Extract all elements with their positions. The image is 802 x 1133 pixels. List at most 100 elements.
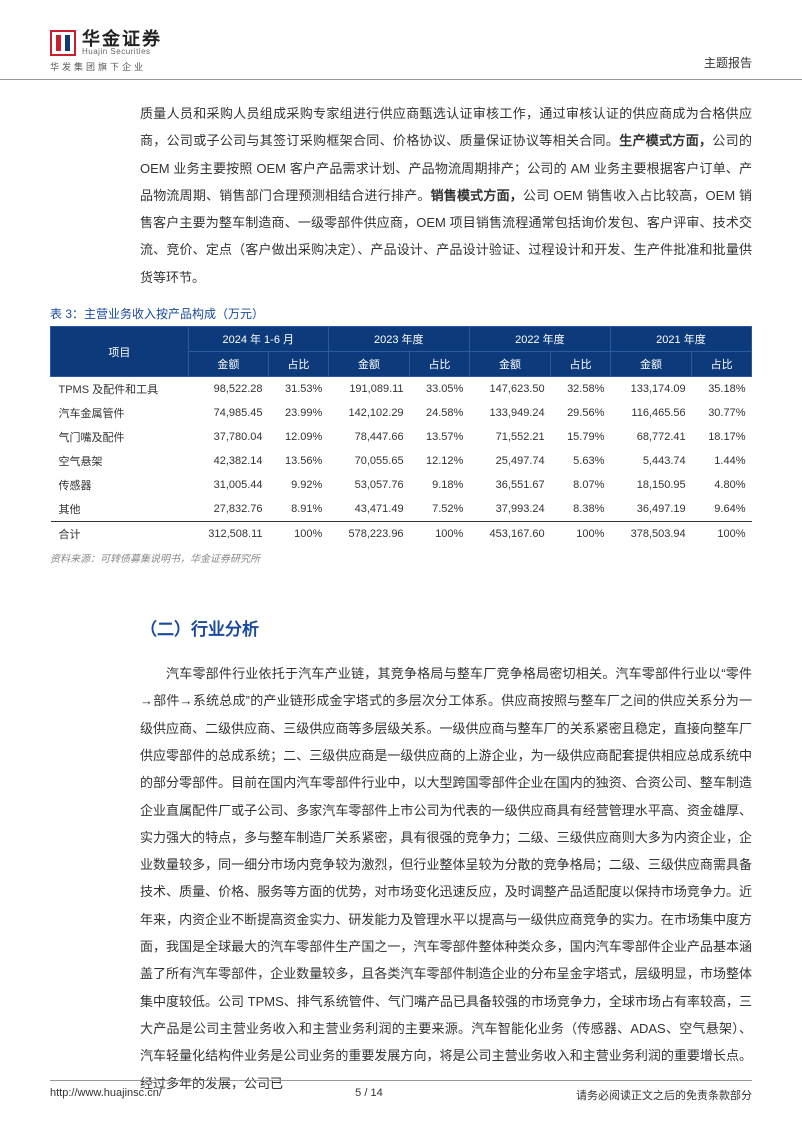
th-sub: 金额: [328, 352, 409, 377]
table-caption: 表 3：主营业务收入按产品构成（万元）: [50, 305, 752, 322]
th-sub: 金额: [188, 352, 268, 377]
body-content: 质量人员和采购人员组成采购专家组进行供应商甄选认证审核工作，通过审核认证的供应商…: [0, 80, 802, 1097]
footer-url[interactable]: http://www.huajinsc.cn/: [50, 1087, 162, 1103]
para1-b1: 生产模式方面，: [619, 133, 712, 148]
cell: 12.12%: [410, 449, 470, 473]
cell: 78,447.66: [328, 425, 409, 449]
cell: 27,832.76: [188, 497, 268, 522]
cell: 30.77%: [692, 401, 752, 425]
cell: 37,780.04: [188, 425, 268, 449]
table-row: 其他27,832.768.91%43,471.497.52%37,993.248…: [51, 497, 752, 522]
cell: 4.80%: [692, 473, 752, 497]
cell: 9.92%: [269, 473, 329, 497]
cell: 53,057.76: [328, 473, 409, 497]
revenue-table: 项目 2024 年 1-6 月 2023 年度 2022 年度 2021 年度 …: [50, 326, 752, 546]
cell: 98,522.28: [188, 377, 268, 402]
table-row: 汽车金属管件74,985.4523.99%142,102.2924.58%133…: [51, 401, 752, 425]
cell: 7.52%: [410, 497, 470, 522]
section-2-para: 汽车零部件行业依托于汽车产业链，其竞争格局与整车厂竞争格局密切相关。汽车零部件行…: [140, 660, 752, 1097]
cell: 29.56%: [551, 401, 611, 425]
cell: 142,102.29: [328, 401, 409, 425]
table-body: TPMS 及配件和工具98,522.2831.53%191,089.1133.0…: [51, 377, 752, 547]
cell: 13.57%: [410, 425, 470, 449]
logo-block: 华金证券 Huajin Securities 华发集团旗下企业: [50, 30, 162, 73]
th-sub: 占比: [269, 352, 329, 377]
cell: 15.79%: [551, 425, 611, 449]
cell: 9.64%: [692, 497, 752, 522]
cell: 8.38%: [551, 497, 611, 522]
cell: 578,223.96: [328, 522, 409, 547]
th-sub: 占比: [410, 352, 470, 377]
cell: 5.63%: [551, 449, 611, 473]
th-period-3: 2021 年度: [610, 327, 751, 352]
logo-icon: [50, 30, 76, 56]
row-label: 合计: [51, 522, 189, 547]
th-period-1: 2023 年度: [328, 327, 469, 352]
logo-en: Huajin Securities: [82, 48, 162, 56]
logo-text: 华金证券 Huajin Securities: [82, 30, 162, 56]
page-footer: http://www.huajinsc.cn/ 5 / 14 请务必阅读正文之后…: [50, 1080, 752, 1103]
cell: 74,985.45: [188, 401, 268, 425]
page-header: 华金证券 Huajin Securities 华发集团旗下企业 主题报告: [0, 0, 802, 80]
logo-row: 华金证券 Huajin Securities: [50, 30, 162, 56]
cell: 32.58%: [551, 377, 611, 402]
cell: 147,623.50: [469, 377, 550, 402]
th-sub: 占比: [551, 352, 611, 377]
cell: 36,497.19: [610, 497, 691, 522]
cell: 5,443.74: [610, 449, 691, 473]
cell: 133,174.09: [610, 377, 691, 402]
paragraph-1: 质量人员和采购人员组成采购专家组进行供应商甄选认证审核工作，通过审核认证的供应商…: [140, 100, 752, 291]
th-sub: 金额: [610, 352, 691, 377]
cell: 35.18%: [692, 377, 752, 402]
cell: 37,993.24: [469, 497, 550, 522]
para1-b2: 销售模式方面，: [431, 188, 523, 203]
table-row: 空气悬架42,382.1413.56%70,055.6512.12%25,497…: [51, 449, 752, 473]
cell: 100%: [551, 522, 611, 547]
cell: 312,508.11: [188, 522, 268, 547]
cell: 116,465.56: [610, 401, 691, 425]
cell: 1.44%: [692, 449, 752, 473]
cell: 68,772.41: [610, 425, 691, 449]
cell: 12.09%: [269, 425, 329, 449]
th-period-2: 2022 年度: [469, 327, 610, 352]
row-label: 其他: [51, 497, 189, 522]
table-row: TPMS 及配件和工具98,522.2831.53%191,089.1133.0…: [51, 377, 752, 402]
cell: 9.18%: [410, 473, 470, 497]
table-source: 资料来源：可转债募集说明书，华金证券研究所: [50, 550, 752, 565]
cell: 24.58%: [410, 401, 470, 425]
cell: 33.05%: [410, 377, 470, 402]
footer-disclaimer: 请务必阅读正文之后的免责条款部分: [576, 1087, 752, 1103]
footer-page: 5 / 14: [355, 1087, 383, 1103]
cell: 133,949.24: [469, 401, 550, 425]
cell: 8.91%: [269, 497, 329, 522]
cell: 70,055.65: [328, 449, 409, 473]
cell: 18,150.95: [610, 473, 691, 497]
cell: 43,471.49: [328, 497, 409, 522]
row-label: 传感器: [51, 473, 189, 497]
cell: 8.07%: [551, 473, 611, 497]
row-label: TPMS 及配件和工具: [51, 377, 189, 402]
th-project: 项目: [51, 327, 189, 377]
cell: 453,167.60: [469, 522, 550, 547]
table-row: 气门嘴及配件37,780.0412.09%78,447.6613.57%71,5…: [51, 425, 752, 449]
row-label: 空气悬架: [51, 449, 189, 473]
cell: 100%: [269, 522, 329, 547]
cell: 191,089.11: [328, 377, 409, 402]
row-label: 气门嘴及配件: [51, 425, 189, 449]
th-period-0: 2024 年 1-6 月: [188, 327, 328, 352]
cell: 23.99%: [269, 401, 329, 425]
cell: 378,503.94: [610, 522, 691, 547]
cell: 18.17%: [692, 425, 752, 449]
th-sub: 金额: [469, 352, 550, 377]
row-label: 汽车金属管件: [51, 401, 189, 425]
cell: 42,382.14: [188, 449, 268, 473]
table-total-row: 合计312,508.11100%578,223.96100%453,167.60…: [51, 522, 752, 547]
logo-cn: 华金证券: [82, 30, 162, 48]
cell: 25,497.74: [469, 449, 550, 473]
cell: 100%: [410, 522, 470, 547]
table-head: 项目 2024 年 1-6 月 2023 年度 2022 年度 2021 年度 …: [51, 327, 752, 377]
logo-sub: 华发集团旗下企业: [50, 60, 162, 73]
cell: 100%: [692, 522, 752, 547]
cell: 13.56%: [269, 449, 329, 473]
table-row: 传感器31,005.449.92%53,057.769.18%36,551.67…: [51, 473, 752, 497]
